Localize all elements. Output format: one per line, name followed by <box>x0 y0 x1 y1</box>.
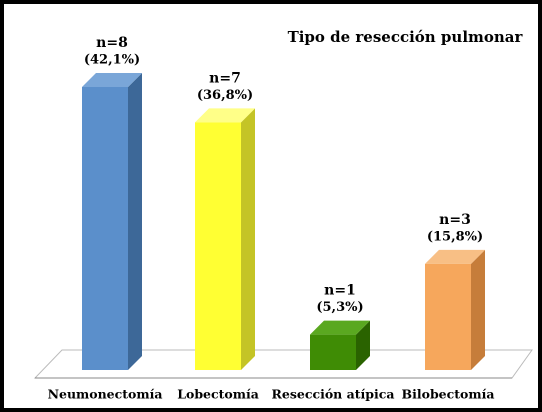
bar-side <box>128 73 142 370</box>
percentage-label: (36,8%) <box>197 88 253 103</box>
data-label: n=7 <box>209 70 241 86</box>
x-tick-label: Neumonectomía <box>48 387 163 402</box>
bar-side <box>356 320 370 370</box>
x-tick-label: Resección atípica <box>272 387 395 402</box>
percentage-label: (15,8%) <box>427 229 483 244</box>
data-label: n=3 <box>439 212 471 228</box>
data-label: n=1 <box>324 283 356 299</box>
bar-side <box>241 108 255 370</box>
bar-side <box>471 249 485 370</box>
bar <box>310 334 356 370</box>
x-tick-label: Bilobectomía <box>402 387 495 402</box>
bar-top <box>310 320 370 335</box>
chart-title: Tipo de resección pulmonar <box>288 28 524 46</box>
bar-top <box>425 249 485 264</box>
data-label: n=8 <box>96 35 128 51</box>
bar-top <box>82 73 142 87</box>
bar-top <box>195 108 255 123</box>
bar <box>195 122 241 370</box>
bar <box>425 263 471 370</box>
x-tick-label: Lobectomía <box>177 387 259 402</box>
percentage-label: (42,1%) <box>84 53 140 68</box>
percentage-label: (5,3%) <box>316 300 363 315</box>
bar <box>82 87 128 370</box>
